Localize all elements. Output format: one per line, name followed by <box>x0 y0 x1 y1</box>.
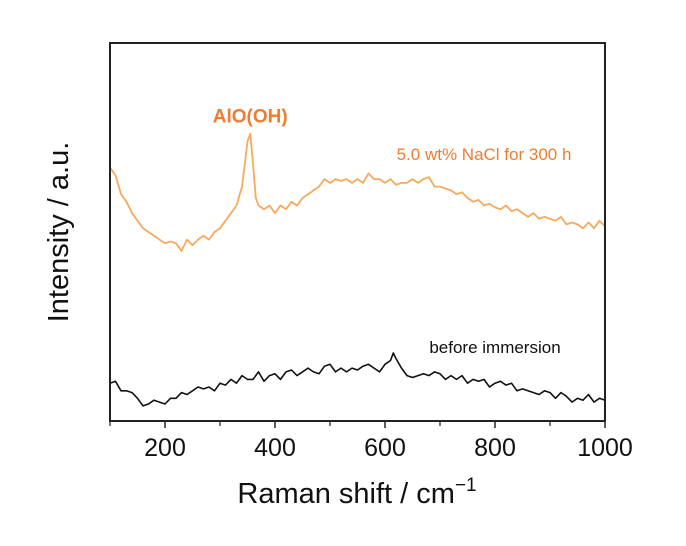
x-tick-label: 600 <box>364 434 406 462</box>
x-tick-label: 1000 <box>577 434 633 462</box>
plot-frame <box>109 42 606 422</box>
x-tick-label: 800 <box>474 434 516 462</box>
x-axis-title-main: Raman shift / cm <box>237 478 455 510</box>
annotation-nacl-label: 5.0 wt% NaCl for 300 h <box>397 145 572 164</box>
series-layer <box>109 132 606 407</box>
y-axis-title: Intensity / a.u. <box>43 142 75 323</box>
x-axis-title: Raman shift / cm−1 <box>237 475 476 510</box>
x-axis-tick-labels: 200 400 600 800 1000 <box>144 434 633 462</box>
x-axis-ticks <box>109 421 606 428</box>
annotation-aloh-peak: AlO(OH) <box>213 106 288 127</box>
x-axis-title-superscript: −1 <box>455 475 477 496</box>
x-tick-label: 200 <box>144 434 186 462</box>
x-tick-label: 400 <box>254 434 296 462</box>
annotation-before-immersion: before immersion <box>429 338 560 357</box>
series-line-before-immersion <box>109 352 606 407</box>
annotations: AlO(OH) 5.0 wt% NaCl for 300 h before imme… <box>213 106 572 357</box>
series-line-nacl-300h <box>109 132 606 252</box>
